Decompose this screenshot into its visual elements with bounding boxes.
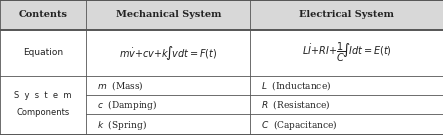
Bar bbox=[86, 0, 250, 30]
Bar bbox=[250, 95, 443, 114]
Text: Electrical System: Electrical System bbox=[299, 10, 394, 19]
Text: Equation: Equation bbox=[23, 48, 63, 57]
Text: Contents: Contents bbox=[19, 10, 68, 19]
Text: $m\dot{v}{+}cv{+}k\!\int\! vdt{=}F(t)$: $m\dot{v}{+}cv{+}k\!\int\! vdt{=}F(t)$ bbox=[119, 44, 218, 62]
Text: $L\dot{I}{+}RI{+}\dfrac{1}{C}\!\int\! Idt{=}E(t)$: $L\dot{I}{+}RI{+}\dfrac{1}{C}\!\int\! Id… bbox=[302, 41, 392, 64]
Bar bbox=[86, 114, 250, 135]
Text: Mechanical System: Mechanical System bbox=[116, 10, 221, 19]
Text: $m$  (Mass): $m$ (Mass) bbox=[97, 79, 144, 92]
Bar bbox=[86, 30, 250, 76]
Bar bbox=[250, 0, 443, 30]
Text: $C$  (Capacitance): $C$ (Capacitance) bbox=[261, 118, 338, 131]
Bar bbox=[250, 30, 443, 76]
Text: S  y  s  t  e  m: S y s t e m bbox=[15, 91, 72, 100]
Bar bbox=[0, 76, 86, 95]
Bar bbox=[0, 0, 86, 30]
Text: $c$  (Damping): $c$ (Damping) bbox=[97, 98, 158, 112]
Text: $R$  (Resistance): $R$ (Resistance) bbox=[261, 98, 331, 111]
Text: $k$  (Spring): $k$ (Spring) bbox=[97, 118, 148, 131]
Text: Components: Components bbox=[16, 108, 70, 117]
Text: $L$  (Inductance): $L$ (Inductance) bbox=[261, 79, 331, 92]
Bar bbox=[0, 114, 86, 135]
Bar bbox=[86, 95, 250, 114]
Bar bbox=[0, 95, 86, 114]
Bar bbox=[0, 30, 86, 76]
Bar bbox=[86, 76, 250, 95]
Bar bbox=[250, 114, 443, 135]
Bar bbox=[250, 76, 443, 95]
